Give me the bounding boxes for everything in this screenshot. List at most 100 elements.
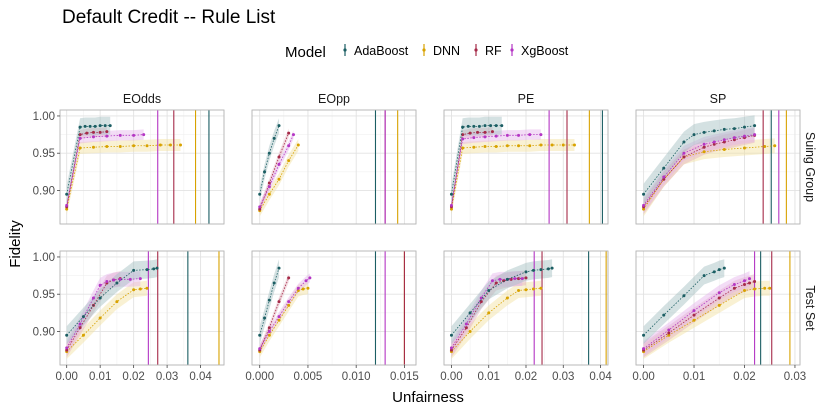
point-rf bbox=[494, 281, 498, 285]
x-tick-label: 0.005 bbox=[294, 371, 323, 383]
x-tick-label: 0.02 bbox=[515, 371, 537, 383]
y-tick-label: 0.95 bbox=[33, 289, 55, 301]
panel-background bbox=[252, 251, 416, 365]
point-adaboost bbox=[531, 268, 535, 272]
point-xgboost bbox=[78, 322, 82, 326]
legend-title: Model bbox=[285, 44, 326, 61]
point-rf bbox=[490, 130, 494, 134]
point-adaboost bbox=[132, 268, 136, 272]
panel-test-set-eopp: 0.000 0.005 0.010 0.015 bbox=[245, 250, 419, 383]
x-tick-label: 0.00 bbox=[632, 371, 654, 383]
row-strip-suing-group: Suing Group bbox=[803, 132, 817, 202]
point-rf bbox=[468, 131, 472, 135]
y-tick-label: 0.90 bbox=[33, 185, 55, 197]
point-adaboost bbox=[722, 266, 726, 270]
point-xgboost bbox=[65, 346, 69, 350]
x-tick-label: 0.03 bbox=[552, 371, 574, 383]
point-adaboost bbox=[267, 151, 271, 155]
point-xgboost bbox=[449, 203, 453, 207]
point-dnn bbox=[773, 144, 777, 148]
point-adaboost bbox=[483, 124, 487, 128]
band-adaboost bbox=[643, 115, 755, 205]
point-rf bbox=[277, 300, 281, 304]
point-adaboost bbox=[546, 267, 550, 271]
point-rf bbox=[682, 155, 686, 159]
point-rf bbox=[748, 281, 752, 285]
chart-title: Default Credit -- Rule List bbox=[62, 7, 276, 28]
point-dnn bbox=[287, 159, 291, 163]
point-dnn bbox=[483, 145, 487, 149]
band-dnn bbox=[643, 138, 775, 217]
point-dnn bbox=[717, 303, 721, 307]
point-adaboost bbox=[466, 124, 470, 128]
legend-label-adaboost: AdaBoost bbox=[354, 44, 409, 58]
legend-label-rf: RF bbox=[485, 44, 502, 58]
panel-test-set-sp: 0.00 0.01 0.02 0.03 bbox=[632, 250, 806, 383]
point-dnn bbox=[132, 144, 136, 148]
point-dnn bbox=[702, 150, 706, 154]
point-xgboost bbox=[267, 329, 271, 333]
panel-border bbox=[251, 250, 417, 366]
point-xgboost bbox=[277, 315, 281, 319]
point-xgboost bbox=[662, 175, 666, 179]
column-strip-pe: PE bbox=[518, 92, 535, 106]
point-adaboost bbox=[83, 124, 87, 128]
panel-border bbox=[635, 109, 801, 225]
point-adaboost bbox=[449, 192, 453, 196]
point-xgboost bbox=[483, 135, 487, 139]
point-adaboost bbox=[461, 125, 465, 129]
point-dnn bbox=[524, 288, 528, 292]
point-adaboost bbox=[277, 124, 281, 128]
point-dnn bbox=[178, 143, 182, 147]
point-adaboost bbox=[505, 277, 509, 281]
legend-item-dnn: DNN bbox=[422, 44, 460, 58]
series-line-rf bbox=[66, 131, 107, 207]
point-dnn bbox=[158, 143, 162, 147]
point-xgboost bbox=[494, 134, 498, 138]
series-line-dnn bbox=[451, 144, 575, 210]
point-adaboost bbox=[500, 124, 504, 128]
x-tick-label: 0.000 bbox=[245, 371, 274, 383]
point-adaboost bbox=[115, 281, 119, 285]
point-adaboost bbox=[550, 266, 554, 270]
point-xgboost bbox=[539, 133, 543, 137]
row-strip-test-set: Test Set bbox=[803, 285, 817, 331]
point-xgboost bbox=[717, 291, 721, 295]
point-xgboost bbox=[291, 133, 295, 137]
point-xgboost bbox=[667, 328, 671, 332]
point-rf bbox=[732, 138, 736, 142]
point-dnn bbox=[105, 145, 109, 149]
point-dnn bbox=[531, 287, 535, 291]
point-xgboost bbox=[517, 133, 521, 137]
point-dnn bbox=[753, 287, 757, 291]
point-xgboost bbox=[98, 283, 102, 287]
panel-border bbox=[251, 109, 417, 225]
panel-background bbox=[252, 110, 416, 224]
y-tick-label: 0.90 bbox=[33, 326, 55, 338]
point-xgboost bbox=[258, 205, 262, 209]
point-xgboost bbox=[464, 322, 468, 326]
point-rf bbox=[78, 133, 82, 137]
point-rf bbox=[464, 326, 468, 330]
series-line-rf bbox=[259, 277, 290, 351]
point-xgboost bbox=[308, 276, 312, 280]
point-adaboost bbox=[662, 313, 666, 317]
point-dnn bbox=[138, 287, 142, 291]
point-xgboost bbox=[132, 133, 136, 137]
x-tick-label: 0.00 bbox=[440, 371, 462, 383]
point-dnn bbox=[91, 145, 95, 149]
point-dnn bbox=[768, 286, 772, 290]
point-xgboost bbox=[105, 134, 109, 138]
point-rf bbox=[449, 348, 453, 352]
point-xgboost bbox=[722, 138, 726, 142]
y-tick-label: 0.95 bbox=[33, 148, 55, 160]
point-xgboost bbox=[742, 134, 746, 138]
point-xgboost bbox=[105, 280, 109, 284]
series-line-rf bbox=[66, 278, 121, 351]
panel-border bbox=[443, 109, 609, 225]
column-strip-eodds: EOdds bbox=[123, 92, 161, 106]
point-xgboost bbox=[65, 203, 69, 207]
point-dnn bbox=[505, 296, 509, 300]
point-xgboost bbox=[732, 283, 736, 287]
